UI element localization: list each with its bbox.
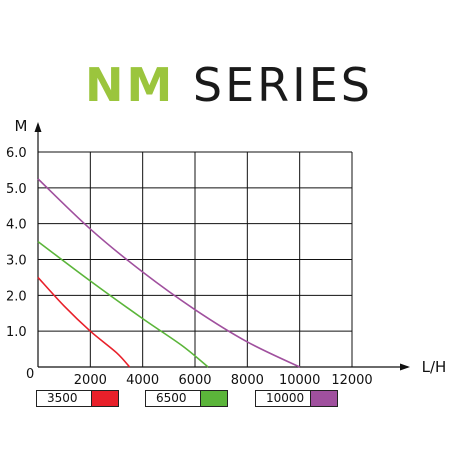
y-tick-label: 1.0 [6,325,27,340]
legend-swatch [310,391,337,406]
series-line-3500 [37,276,131,368]
legend-item-3500: 3500 [36,390,119,407]
legend-swatch [91,391,118,406]
y-tick-label: 4.0 [6,218,27,233]
x-tick-label: 8000 [231,373,264,388]
legend-item-10000: 10000 [255,390,338,407]
legend-item-6500: 6500 [145,390,228,407]
y-tick-label: 6.0 [6,146,27,161]
y-tick-label: 5.0 [6,182,27,197]
x-axis-label: L/H [422,358,447,376]
title-series: SERIES [192,58,373,112]
x-tick-label: 4000 [126,373,159,388]
series-lines [37,178,301,368]
x-axis-arrow [400,363,410,371]
legend-swatch [200,391,227,406]
grid [38,151,353,367]
y-tick-label: 3.0 [6,254,27,269]
x-tick-label: 12000 [331,373,372,388]
legend-label: 6500 [156,391,187,405]
y-axis-arrow [34,122,42,132]
x-tick-label: 2000 [74,373,107,388]
y-tick-label: 0 [26,367,34,382]
series-line-6500 [37,240,209,368]
x-tick-label: 6000 [178,373,211,388]
y-axis-label: M [15,117,28,135]
legend-label: 3500 [47,391,78,405]
title-nm: NM [85,58,176,112]
tick-labels: 0 1.0 2.0 3.0 4.0 5.0 6.0 2000 4000 6000 8000 10000… [6,146,373,388]
series-line-10000 [37,178,301,368]
y-tick-label: 2.0 [6,289,27,304]
x-tick-label: 10000 [279,373,320,388]
chart-title: NM SERIES [0,62,458,108]
axes [34,122,410,371]
legend-label: 10000 [266,391,305,405]
